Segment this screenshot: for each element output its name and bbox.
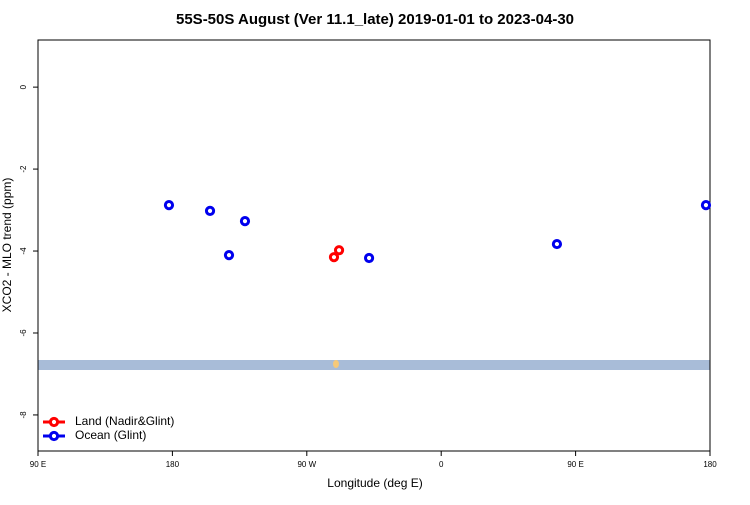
plot-frame [37,39,711,452]
map-strip [38,360,710,370]
point [239,216,251,227]
y-tick-label: 0 [19,84,28,89]
legend-label: Land (Nadir&Glint) [75,414,174,428]
x-axis-label: Longitude (deg E) [327,476,422,490]
y-tick-label: -8 [19,411,28,419]
x-tick-label: 180 [703,460,717,469]
legend-marker [48,430,60,442]
x-tick-label: 90 W [297,460,316,469]
land-patch [333,360,339,368]
point [700,200,712,211]
chart-title: 55S-50S August (Ver 11.1_late) 2019-01-0… [176,11,574,28]
y-tick-label: -6 [19,329,28,337]
y-tick-label: -2 [19,165,28,173]
y-tick-label: -4 [19,247,28,255]
x-tick-label: 0 [439,460,444,469]
point [223,250,235,261]
point [363,252,375,264]
x-tick-label: 90 E [30,460,46,469]
y-axis-label: XCO2 - MLO trend (ppm) [0,178,14,313]
x-tick-label: 180 [166,460,180,469]
point [204,205,216,216]
point [333,245,345,256]
point [163,200,175,211]
legend-label: Ocean (Glint) [75,428,146,442]
x-tick-label: 90 E [567,460,583,469]
point [328,252,340,263]
point [551,238,563,250]
legend-marker [48,416,60,428]
